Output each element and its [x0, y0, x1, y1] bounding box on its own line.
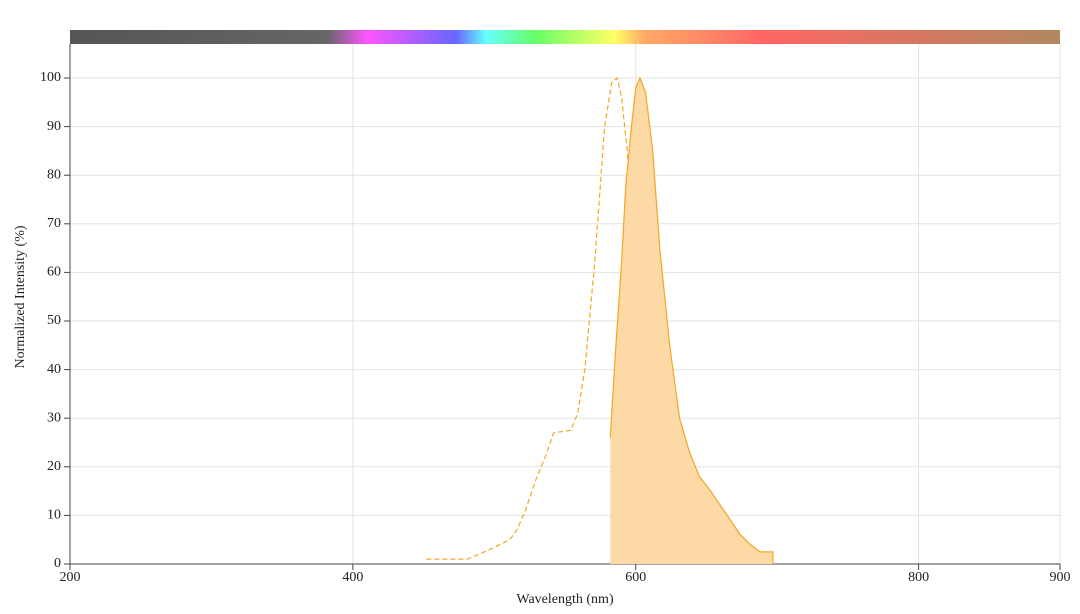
x-axis-label: Wavelength (nm)	[516, 592, 614, 607]
x-tick-label: 900	[1050, 570, 1071, 585]
line	[609, 76, 774, 564]
y-tick-label: 30	[47, 410, 61, 425]
y-tick-label: 90	[47, 119, 61, 134]
x-tick-label: 400	[342, 570, 363, 585]
y-tick-label: 50	[47, 313, 61, 328]
x-tick-label: 800	[908, 570, 929, 585]
y-axis-label: Normalized Intensity (%)	[13, 225, 28, 368]
area	[610, 78, 773, 564]
x-tick-label: 200	[60, 570, 81, 585]
y-tick-label: 0	[54, 556, 61, 571]
y-tick-label: 40	[47, 362, 61, 377]
y-tick-label: 80	[47, 167, 61, 182]
y-tick-label: 20	[47, 459, 61, 474]
y-tick-label: 60	[47, 265, 61, 280]
spectrum-bar	[70, 30, 1060, 44]
y-tick-label: 70	[47, 216, 61, 231]
y-tick-label: 10	[47, 508, 61, 523]
x-tick-label: 600	[625, 570, 646, 585]
y-tick-label: 100	[40, 70, 61, 85]
